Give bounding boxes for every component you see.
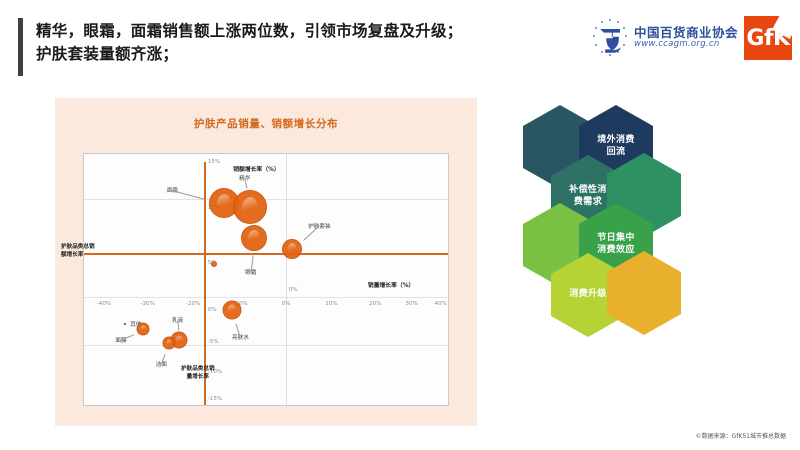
ccagm-emblem-icon [590, 17, 630, 59]
bubble-洁面 [162, 336, 176, 350]
ccagm-text-block: 中国百货商业协会 www.ccagm.org.cn [633, 24, 738, 50]
chart-title: 护肤产品销量、销额增长分布 [193, 118, 339, 130]
xtick-30: 30% [405, 300, 418, 307]
ccagm-logo: 中国百货商业协会 www.ccagm.org.cn [590, 17, 738, 59]
bubble-label-眼霜: 眼霜 [245, 270, 257, 277]
bottom-axis-note: 护肤品类总销 量增长率 [181, 366, 215, 381]
xtick-neg20: -20% [185, 300, 201, 307]
xtick-neg40: -40% [96, 300, 112, 307]
hexagon-cluster: 境外消费回流补偿性消费需求节日集中消费效应消费升级 [523, 105, 723, 377]
bubble-label-洁面: 洁面 [155, 362, 167, 369]
ytick-neg10: -10% [207, 369, 223, 376]
bubble-亮肤水 [222, 300, 242, 320]
y-axis-label: 销额增长率（%） [233, 167, 280, 174]
xtick-10: 10% [325, 300, 338, 307]
page-title-line1: 精华，眼霜，面霜销售额上涨两位数，引领市场复盘及升级； [36, 22, 463, 40]
bubble-label-亮肤水: 亮肤水 [232, 335, 249, 342]
bottom-axis-note-line2: 量增长率 [186, 373, 209, 380]
xtick-20: 20% [368, 300, 382, 307]
legend-label-other: 其他 [130, 321, 142, 328]
page-title: 精华，眼霜，面霜销售额上涨两位数，引领市场复盘及升级； 护肤套装量额齐涨； [36, 20, 576, 67]
left-axis-note-line2: 额增长率 [61, 251, 84, 258]
bubble-精华 [232, 190, 267, 225]
xtick-0-upper: 0% [288, 287, 298, 294]
xtick-neg10: -10% [233, 300, 248, 307]
bubble-眼霜 [240, 224, 267, 251]
bubble-sheen [139, 324, 146, 333]
bubble-sheen [239, 195, 260, 218]
ytick-neg5: -5% [207, 339, 219, 346]
bubble-sheen [214, 193, 232, 213]
bubble-unlabeled-8 [211, 260, 218, 267]
plot-area: 15% 10% 5% 0% -5% -10% -15% -40% -30% -2… [84, 154, 448, 405]
data-source-note: ©数据来源：GfK51城市推总数据 [695, 433, 786, 440]
hex-consumption-upgrade-label: 消费升级 [569, 289, 607, 300]
bubble-sheen [246, 228, 261, 246]
bubble-sheen [174, 334, 184, 346]
gridline-v-zero [286, 154, 287, 405]
page-title-line2: 护肤套装量额齐涨； [36, 45, 179, 64]
bubble-sheen [286, 242, 298, 256]
xtick-neg30: -30% [140, 300, 155, 307]
bubble-label-护肤套装: 护肤套装 [308, 223, 331, 230]
bubble-leader-line [172, 189, 207, 200]
gfk-logo-text: GfK [746, 25, 790, 51]
xtick-0: 0% [281, 300, 291, 307]
bubble-面膜 [136, 322, 150, 336]
gridline-h-10 [84, 199, 448, 200]
legend-item-other: 其他 [124, 320, 141, 328]
ytick-15: 15% [207, 158, 221, 165]
bubble-leader-line [177, 320, 179, 330]
ytick-0: 0% [207, 306, 217, 313]
logo-group: 中国百货商业协会 www.ccagm.org.cn GfK [590, 14, 792, 62]
bubble-label-面膜: 面膜 [115, 338, 127, 345]
left-axis-note: 护肤品类总销 额增长率 [61, 244, 95, 259]
ytick-neg15: -15% [207, 395, 223, 402]
bottom-axis-note-line1: 护肤品类总销 [181, 366, 215, 372]
gridline-h-neg5 [84, 297, 448, 298]
chart-panel: 护肤产品销量、销额增长分布 15% 10% 5% 0% -5% -10% -15… [55, 98, 477, 426]
reference-line-vertical [204, 161, 207, 405]
title-accent-bar [18, 18, 23, 76]
xtick-40: 40% [434, 300, 447, 307]
ccagm-name: 中国百货商业协会 [633, 24, 738, 40]
bubble-sheen [226, 303, 237, 316]
left-axis-note-line1: 护肤品类总销 [61, 244, 95, 250]
ccagm-url: www.ccagm.org.cn [633, 39, 720, 50]
bubble-护肤套装 [282, 239, 303, 260]
x-axis-label: 销量增长率（%） [367, 282, 415, 289]
scatter-plot: 15% 10% 5% 0% -5% -10% -15% -40% -30% -2… [83, 153, 449, 406]
hex-overseas-consumption-return-label: 境外消费回流 [597, 135, 635, 157]
hex-compensatory-demand-label: 补偿性消费需求 [569, 185, 607, 207]
legend-dot-icon [124, 322, 127, 325]
bubble-sheen [165, 338, 173, 347]
gfk-logo: GfK [744, 16, 792, 60]
gridline-h-neg10 [84, 344, 448, 346]
hex-holiday-concentration-effect-label: 节日集中消费效应 [597, 233, 635, 255]
bubble-sheen [212, 262, 216, 265]
reference-line-horizontal [84, 253, 448, 255]
